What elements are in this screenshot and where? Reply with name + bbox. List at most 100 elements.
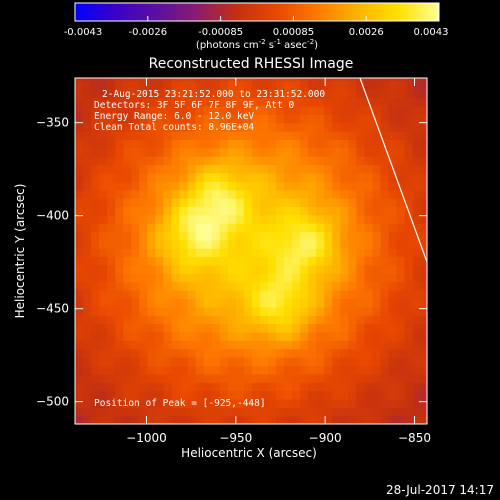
heatmap-cell bbox=[348, 390, 358, 400]
heatmap-cell bbox=[412, 298, 422, 308]
heatmap-cell bbox=[203, 315, 213, 325]
heatmap-cell bbox=[139, 331, 148, 341]
heatmap-cell bbox=[324, 89, 333, 99]
heatmap-cell bbox=[187, 256, 197, 266]
heatmap-cell bbox=[324, 415, 333, 424]
heatmap-cell bbox=[276, 281, 285, 291]
heatmap-cell bbox=[356, 105, 366, 115]
heatmap-cell bbox=[292, 415, 301, 424]
heatmap-cell bbox=[91, 231, 100, 241]
heatmap-cell bbox=[75, 139, 84, 149]
heatmap-cell bbox=[243, 139, 253, 149]
heatmap-cell bbox=[356, 248, 366, 258]
heatmap-cell bbox=[420, 189, 427, 199]
heatmap-cell bbox=[356, 223, 366, 233]
info-clean-counts: Clean Total counts: 8.96E+04 bbox=[94, 122, 254, 133]
heatmap-cell bbox=[91, 256, 100, 266]
heatmap-cell bbox=[380, 264, 390, 274]
heatmap-cell bbox=[396, 264, 406, 274]
heatmap-cell bbox=[276, 139, 285, 149]
heatmap-cell bbox=[187, 156, 197, 166]
heatmap-cell bbox=[99, 231, 108, 241]
heatmap-cell bbox=[227, 214, 237, 224]
heatmap-cell bbox=[131, 114, 140, 124]
heatmap-cell bbox=[292, 189, 301, 199]
heatmap-cell bbox=[308, 114, 317, 124]
heatmap-cell bbox=[356, 390, 366, 400]
heatmap-cell bbox=[364, 398, 374, 408]
heatmap-cell bbox=[107, 340, 116, 350]
heatmap-cell bbox=[420, 290, 427, 300]
heatmap-cell bbox=[396, 323, 406, 333]
heatmap-cell bbox=[83, 248, 92, 258]
heatmap-cell bbox=[179, 105, 189, 115]
heatmap-cell bbox=[251, 281, 261, 291]
heatmap-cell bbox=[163, 172, 173, 182]
heatmap-cell bbox=[83, 256, 92, 266]
heatmap-cell bbox=[131, 281, 140, 291]
heatmap-cell bbox=[396, 273, 406, 283]
heatmap-cell bbox=[251, 105, 261, 115]
heatmap-cell bbox=[340, 382, 349, 392]
heatmap-cell bbox=[235, 348, 245, 358]
heatmap-cell bbox=[356, 80, 366, 90]
heatmap-cell bbox=[83, 390, 92, 400]
heatmap-cell bbox=[123, 80, 132, 90]
heatmap-cell bbox=[115, 105, 124, 115]
heatmap-cell bbox=[219, 89, 229, 99]
heatmap-cell bbox=[412, 122, 422, 132]
heatmap-cell bbox=[115, 248, 124, 258]
heatmap-cell bbox=[420, 156, 427, 166]
heatmap-cell bbox=[364, 239, 374, 249]
heatmap-cell bbox=[324, 340, 333, 350]
heatmap-cell bbox=[251, 407, 261, 417]
heatmap-cell bbox=[420, 264, 427, 274]
heatmap-cell bbox=[219, 315, 229, 325]
heatmap-cell bbox=[115, 97, 124, 107]
heatmap-cell bbox=[372, 306, 382, 316]
heatmap-cell bbox=[83, 348, 92, 358]
heatmap-cell bbox=[412, 373, 422, 383]
heatmap-cell bbox=[404, 223, 414, 233]
heatmap-cell bbox=[235, 264, 245, 274]
heatmap-cell bbox=[388, 273, 398, 283]
heatmap-cell bbox=[404, 147, 414, 157]
heatmap-cell bbox=[123, 373, 132, 383]
heatmap-cell bbox=[348, 181, 358, 191]
heatmap-cell bbox=[155, 114, 165, 124]
heatmap-cell bbox=[107, 172, 116, 182]
heatmap-cell bbox=[83, 373, 92, 383]
heatmap-cell bbox=[171, 78, 181, 82]
heatmap-cell bbox=[107, 131, 116, 140]
heatmap-cell bbox=[259, 206, 269, 216]
heatmap-cell bbox=[147, 239, 157, 249]
heatmap-cell bbox=[284, 331, 293, 341]
heatmap-cell bbox=[412, 206, 422, 216]
heatmap-cell bbox=[115, 306, 124, 316]
heatmap-cell bbox=[348, 122, 358, 132]
heatmap-cell bbox=[292, 139, 301, 149]
heatmap-cell bbox=[348, 189, 358, 199]
heatmap-cell bbox=[139, 298, 148, 308]
heatmap-cell bbox=[324, 315, 333, 325]
heatmap-cell bbox=[267, 139, 277, 149]
heatmap-cell bbox=[259, 281, 269, 291]
heatmap-cell bbox=[187, 390, 197, 400]
heatmap-cell bbox=[356, 281, 366, 291]
heatmap-cell bbox=[372, 105, 382, 115]
heatmap-cell bbox=[99, 365, 108, 375]
heatmap-cell bbox=[251, 340, 261, 350]
heatmap-cell bbox=[203, 298, 213, 308]
heatmap-cell bbox=[308, 80, 317, 90]
heatmap-cell bbox=[139, 264, 148, 274]
heatmap-cell bbox=[332, 78, 341, 82]
heatmap-cell bbox=[107, 357, 116, 366]
heatmap-cell bbox=[91, 239, 100, 249]
heatmap-cell bbox=[324, 239, 333, 249]
heatmap-cell bbox=[179, 97, 189, 107]
heatmap-cell bbox=[235, 407, 245, 417]
heatmap-cell bbox=[276, 189, 285, 199]
heatmap-cell bbox=[243, 407, 253, 417]
heatmap-cell bbox=[300, 164, 309, 174]
heatmap-cell bbox=[420, 357, 427, 366]
